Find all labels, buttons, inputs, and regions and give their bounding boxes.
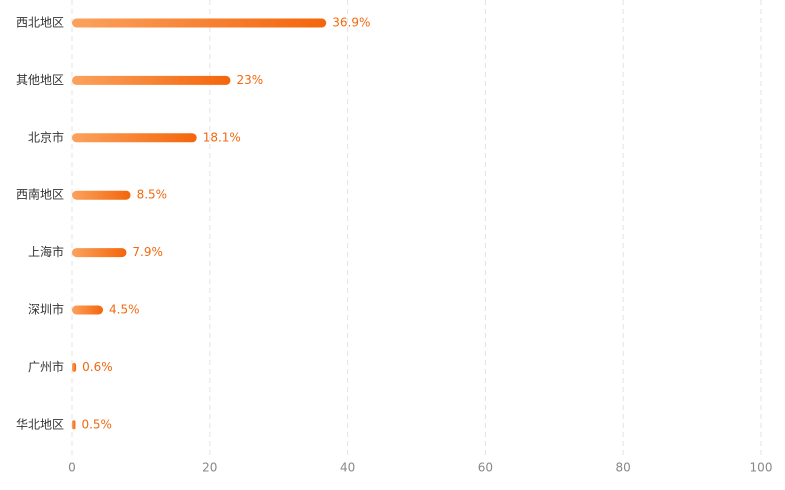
x-tick-label: 60	[478, 461, 493, 475]
x-tick-label: 0	[68, 461, 76, 475]
value-label: 0.5%	[81, 417, 112, 431]
bar	[72, 362, 77, 372]
y-tick-label: 上海市	[28, 244, 64, 259]
bar	[72, 305, 104, 315]
value-label: 4.5%	[109, 303, 140, 317]
y-tick-label: 北京市	[28, 129, 64, 144]
x-tick-label: 100	[750, 461, 773, 475]
x-tick-label: 40	[340, 461, 355, 475]
value-label: 7.9%	[132, 245, 163, 259]
bar	[72, 248, 127, 258]
x-tick-label: 20	[202, 461, 217, 475]
value-label: 23%	[236, 73, 263, 87]
value-label: 0.6%	[82, 360, 113, 374]
y-tick-label: 深圳市	[28, 302, 64, 317]
bar	[72, 190, 131, 200]
bar	[72, 18, 327, 28]
value-label: 18.1%	[203, 130, 241, 144]
y-tick-label: 广州市	[28, 359, 64, 374]
x-tick-label: 80	[616, 461, 631, 475]
value-label: 8.5%	[137, 188, 168, 202]
bar	[72, 420, 76, 430]
bar	[72, 133, 197, 143]
y-tick-label: 华北地区	[16, 417, 64, 431]
bar	[72, 75, 231, 85]
y-tick-label: 西北地区	[16, 16, 64, 30]
value-label: 36.9%	[332, 16, 370, 30]
y-tick-label: 其他地区	[16, 73, 64, 87]
y-tick-label: 西南地区	[16, 187, 64, 202]
